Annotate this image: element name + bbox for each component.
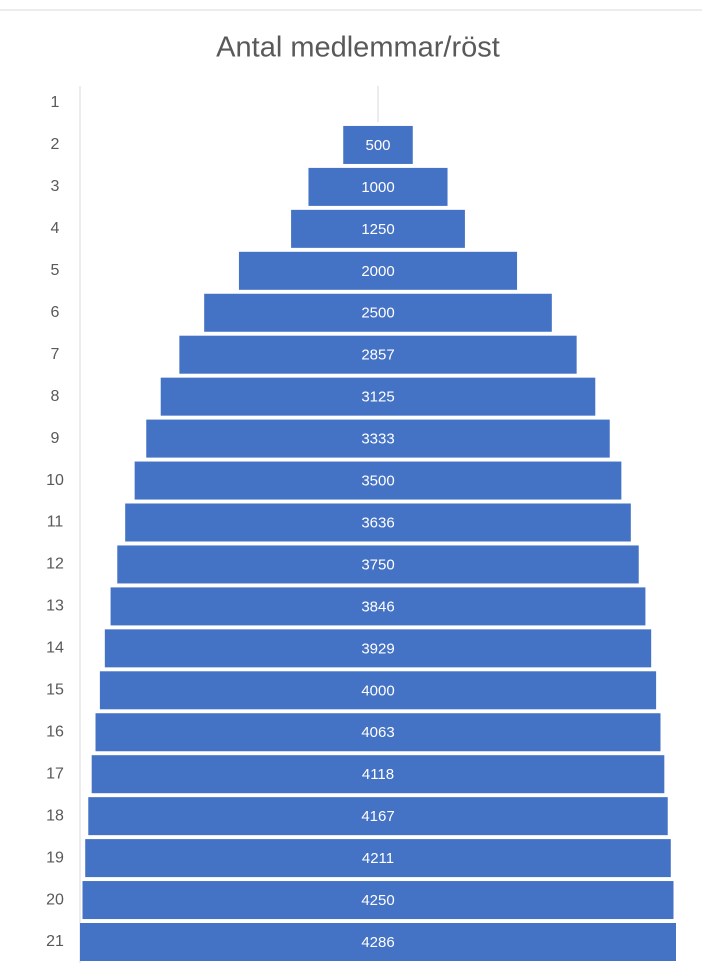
- bar: [308, 167, 448, 206]
- value-label: 3846: [361, 598, 394, 615]
- category-label: 17: [46, 765, 64, 782]
- value-label: 2857: [361, 347, 394, 364]
- category-label: 5: [51, 262, 60, 279]
- bar: [80, 923, 676, 961]
- category-label: 19: [46, 849, 64, 866]
- value-label: 3929: [361, 640, 394, 657]
- value-label: 4250: [361, 892, 394, 909]
- bar: [85, 839, 671, 878]
- value-label: 4118: [362, 766, 394, 783]
- category-label: 12: [46, 556, 64, 573]
- value-label: 4000: [361, 682, 394, 699]
- value-label: 1250: [361, 221, 394, 238]
- bar: [343, 125, 413, 164]
- bar: [110, 587, 646, 626]
- value-label: 3125: [361, 389, 394, 406]
- value-label: 4063: [361, 724, 394, 741]
- value-label: 1000: [361, 179, 394, 196]
- bar: [104, 629, 652, 668]
- bar: [91, 755, 665, 794]
- bar: [99, 671, 657, 710]
- category-label: 9: [51, 430, 60, 447]
- value-label: 3750: [361, 556, 394, 573]
- category-label: 4: [51, 220, 60, 237]
- value-label: 4211: [362, 850, 394, 867]
- category-label: 14: [46, 640, 64, 657]
- bar: [134, 461, 622, 500]
- category-label: 6: [51, 304, 60, 321]
- category-label: 20: [46, 891, 64, 908]
- category-label: 8: [51, 388, 60, 405]
- bar: [160, 377, 596, 416]
- category-label: 13: [46, 598, 64, 615]
- bar: [95, 713, 661, 752]
- bar: [125, 503, 631, 542]
- value-label: 3333: [361, 431, 394, 448]
- category-label: 10: [46, 472, 64, 489]
- bar: [82, 881, 674, 920]
- category-label: 1: [51, 94, 60, 111]
- bar: [88, 797, 668, 836]
- bar: [291, 209, 465, 248]
- value-label: 4286: [361, 934, 394, 951]
- bar: [238, 251, 518, 290]
- value-label: 500: [365, 137, 390, 154]
- category-label: 16: [46, 723, 64, 740]
- bar: [117, 545, 639, 584]
- bar: [179, 335, 577, 374]
- category-label: 2: [51, 136, 60, 153]
- value-label: 2000: [361, 263, 394, 280]
- category-label: 11: [47, 514, 64, 531]
- value-label: 3636: [361, 514, 394, 531]
- value-label: 3500: [361, 473, 394, 490]
- category-label: 21: [46, 933, 64, 950]
- value-label: 4167: [361, 808, 394, 825]
- value-label: 2500: [361, 305, 394, 322]
- category-label: 7: [51, 346, 60, 363]
- chart-title: Antal medlemmar/röst: [216, 32, 500, 64]
- category-label: 18: [46, 807, 64, 824]
- bar: [204, 293, 552, 332]
- category-label: 3: [51, 178, 60, 195]
- category-label: 15: [46, 682, 64, 699]
- bar: [146, 419, 610, 458]
